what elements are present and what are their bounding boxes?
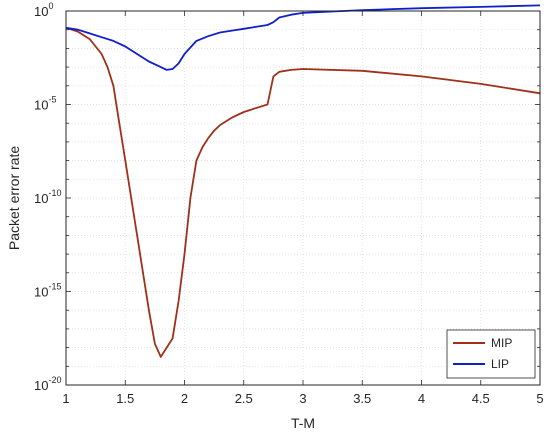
- y-tick-exponent: -20: [48, 375, 61, 385]
- legend-box: [446, 329, 536, 379]
- x-tick-label: 3: [299, 391, 306, 406]
- y-tick-base: 10: [34, 98, 48, 113]
- y-tick-base: 10: [34, 378, 48, 393]
- legend-label-mip: MIP: [491, 336, 512, 350]
- series-line-lip: [65, 4, 541, 71]
- axis-ticks: [65, 10, 541, 386]
- x-tick-label: 1.5: [116, 391, 134, 406]
- series-layer: [65, 4, 541, 358]
- y-tick-base: 10: [34, 191, 48, 206]
- y-tick-exponent: -5: [48, 95, 56, 105]
- legend-label-lip: LIP: [491, 357, 509, 371]
- y-tick-exponent: -10: [48, 188, 61, 198]
- y-tick-label: 10-5: [34, 95, 56, 113]
- x-tick-label: 5: [536, 391, 543, 406]
- legend: MIP LIP: [446, 329, 536, 379]
- x-tick-label: 4: [418, 391, 425, 406]
- x-tick-labels: 1 1.5 2 2.5 3 3.5 4 4.5 5: [62, 391, 543, 406]
- grid-lines: [65, 10, 541, 386]
- x-tick-label: 2: [181, 391, 188, 406]
- y-tick-base: 10: [34, 4, 48, 19]
- y-tick-label: 10-20: [34, 375, 61, 393]
- x-tick-label: 2.5: [235, 391, 253, 406]
- x-tick-label: 1: [62, 391, 69, 406]
- series-line-mip: [65, 26, 541, 358]
- x-tick-label: 3.5: [353, 391, 371, 406]
- y-tick-label: 10-10: [34, 188, 61, 206]
- x-tick-label: 4.5: [472, 391, 490, 406]
- y-tick-exponent: 0: [48, 1, 53, 11]
- y-tick-exponent: -15: [48, 282, 61, 292]
- y-axis-label: Packet error rate: [6, 146, 22, 250]
- x-axis-label: T-M: [291, 415, 315, 431]
- y-tick-base: 10: [34, 285, 48, 300]
- y-tick-label: 10-15: [34, 282, 61, 300]
- y-tick-label: 100: [34, 1, 53, 19]
